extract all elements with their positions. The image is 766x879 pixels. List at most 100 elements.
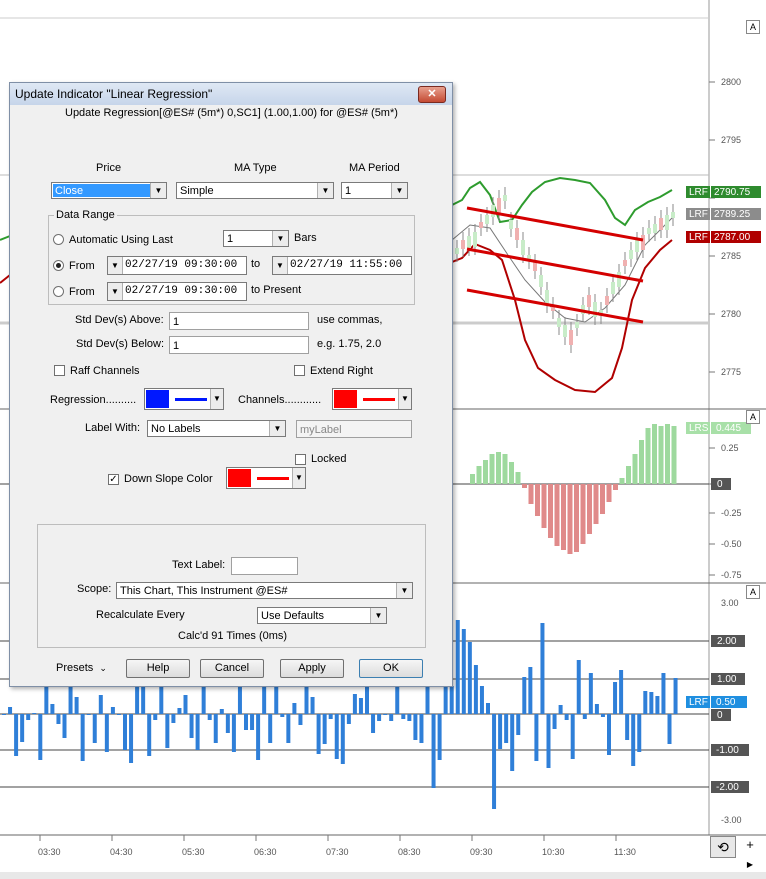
label-text-placeholder: myLabel	[300, 424, 342, 436]
lrs-bar	[502, 454, 508, 484]
from-present-radio[interactable]	[53, 286, 64, 297]
lrf-bar	[576, 660, 581, 714]
lrf-bar	[625, 714, 630, 740]
lrf-bar	[207, 714, 212, 720]
lower-band-line	[451, 239, 673, 394]
raff-channels-checkbox[interactable]	[54, 365, 65, 376]
label-with-label: Label With:	[85, 422, 141, 434]
chevron-down-icon: ▼	[269, 421, 285, 436]
ma-type-select[interactable]: Simple ▼	[176, 182, 334, 199]
lrf-bar	[358, 698, 363, 714]
label-text-input[interactable]: myLabel	[296, 420, 412, 438]
lrf-bar	[649, 692, 654, 714]
lrf-axis-label: 2.00	[717, 636, 737, 647]
label-with-select[interactable]: No Labels ▼	[147, 420, 286, 437]
scroll-right-icon[interactable]: ▶	[746, 860, 754, 869]
price-select[interactable]: Close ▼	[51, 182, 167, 199]
lrf-bar	[292, 703, 297, 714]
apply-button[interactable]: Apply	[280, 659, 344, 678]
channels-line-sample	[363, 398, 395, 401]
automatic-radio[interactable]	[53, 234, 64, 245]
down-slope-checkbox[interactable]: ✓	[108, 474, 119, 485]
pane-marker-lrf[interactable]: A	[746, 585, 760, 599]
bars-label: Bars	[294, 232, 317, 244]
channels-color-picker[interactable]: ▼	[332, 388, 412, 410]
lrf-bar	[371, 714, 376, 733]
time-axis-label: 11:30	[614, 847, 636, 857]
close-button[interactable]: ✕	[418, 86, 446, 103]
candle-body	[569, 330, 573, 345]
lrf-bar	[655, 696, 660, 714]
lrs-bar	[632, 454, 638, 484]
lrs-axis-label: -0.25	[721, 508, 742, 518]
price-tag-name: LRF	[689, 232, 708, 243]
from-to-radio[interactable]	[53, 260, 64, 271]
presets-menu[interactable]: Presets ⌄	[56, 662, 107, 674]
lrf-axis-label: 1.00	[717, 674, 737, 685]
lrf-bar	[570, 714, 575, 759]
lrs-bar	[476, 466, 482, 484]
pane-marker-price[interactable]: A	[746, 20, 760, 34]
auto-bars-select[interactable]: 1 ▼	[223, 230, 289, 247]
lrf-bar	[104, 714, 109, 752]
price-tag-name: LRF	[689, 187, 708, 198]
lrf-bar	[32, 713, 37, 714]
down-slope-color-picker[interactable]: ▼	[226, 467, 306, 489]
help-button[interactable]: Help	[126, 659, 190, 678]
lrf-bar	[564, 714, 569, 720]
std-above-input[interactable]: 1	[169, 312, 309, 330]
chevron-down-icon[interactable]: ▼	[108, 283, 123, 300]
lrf-bar	[262, 686, 267, 714]
ok-button[interactable]: OK	[359, 659, 423, 678]
scope-select[interactable]: This Chart, This Instrument @ES# ▼	[116, 582, 413, 599]
extend-right-label: Extend Right	[310, 365, 373, 377]
to-datetime-field[interactable]: ▼ 02/27/19 11:55:00	[272, 256, 412, 275]
to-datetime-value: 02/27/19 11:55:00	[290, 259, 403, 271]
std-below-hint: e.g. 1.75, 2.0	[317, 338, 382, 350]
lrf-bar	[346, 714, 351, 724]
lrf-bar	[667, 714, 672, 744]
text-label-input[interactable]	[231, 557, 298, 575]
chevron-down-icon: ▼	[292, 468, 305, 488]
add-pane-button[interactable]: +	[746, 837, 754, 852]
pane-marker-lrs[interactable]: A	[746, 410, 760, 424]
lrf-bar	[510, 714, 515, 771]
lrf-bar	[171, 714, 176, 723]
dialog-title-bar[interactable]: Update Indicator "Linear Regression" ✕	[10, 83, 452, 105]
std-below-input[interactable]: 1	[169, 336, 309, 354]
candle-body	[581, 305, 585, 314]
lrs-bar	[548, 484, 553, 538]
chevron-down-icon[interactable]: ▼	[108, 257, 123, 274]
chevron-down-icon[interactable]: ▼	[273, 257, 288, 274]
lrf-bar	[637, 714, 642, 752]
recalc-value: Use Defaults	[261, 610, 324, 622]
lrf-bar	[383, 714, 388, 715]
extend-right-checkbox[interactable]	[294, 365, 305, 376]
candle-body	[629, 250, 633, 259]
candle-body	[647, 228, 651, 234]
lrf-bar	[153, 714, 158, 720]
lrf-axis-label: -3.00	[721, 815, 742, 825]
price-select-value: Close	[55, 185, 84, 197]
locked-checkbox[interactable]	[295, 454, 306, 465]
recalc-select[interactable]: Use Defaults ▼	[257, 607, 387, 624]
cancel-button[interactable]: Cancel	[200, 659, 264, 678]
lrf-bar	[231, 714, 236, 752]
lrf-bar	[38, 714, 43, 760]
regression-color-picker[interactable]: ▼	[144, 388, 224, 410]
lrf-axis-label: 3.00	[721, 598, 739, 608]
candle-body	[455, 248, 459, 254]
from-datetime-value: 02/27/19 09:30:00	[125, 259, 238, 271]
lrf-bar	[552, 714, 557, 729]
lrf-bar	[80, 714, 85, 761]
from2-datetime-field[interactable]: ▼ 02/27/19 09:30:00	[107, 282, 247, 301]
chevron-down-icon: ▼	[210, 389, 223, 409]
candle-body	[563, 325, 567, 337]
lrf-bar	[401, 714, 406, 719]
from-datetime-field[interactable]: ▼ 02/27/19 09:30:00	[107, 256, 247, 275]
lrf-bar	[661, 673, 666, 714]
ma-period-select[interactable]: 1 ▼	[341, 182, 408, 199]
lrf-bar	[195, 714, 200, 750]
std-above-label: Std Dev(s) Above:	[75, 314, 164, 326]
refresh-icon[interactable]: ⟲	[710, 836, 736, 858]
